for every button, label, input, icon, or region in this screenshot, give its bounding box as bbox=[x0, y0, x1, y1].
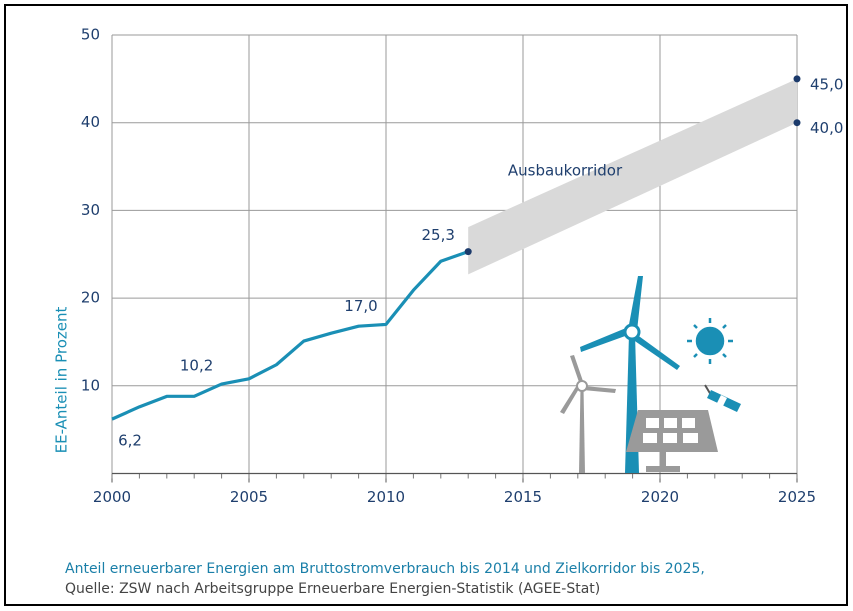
corridor-band bbox=[468, 78, 797, 275]
y-tick-label: 40 bbox=[81, 113, 100, 131]
value-label: 45,0 bbox=[810, 75, 843, 93]
y-axis-label: EE-Anteil in Prozent bbox=[53, 307, 71, 454]
x-tick-label: 2025 bbox=[778, 488, 816, 506]
x-tick-label: 2005 bbox=[230, 488, 268, 506]
energy-icons bbox=[560, 276, 741, 473]
value-label: 40,0 bbox=[810, 119, 843, 137]
end-point bbox=[464, 248, 472, 256]
x-tick-label: 2020 bbox=[641, 488, 679, 506]
y-tick-label: 20 bbox=[81, 289, 100, 307]
end-point bbox=[793, 75, 801, 83]
x-tick-label: 2015 bbox=[504, 488, 542, 506]
corridor-label: Ausbaukorridor bbox=[508, 162, 623, 180]
caption-line: Anteil erneuerbarer Energien am Bruttost… bbox=[65, 561, 705, 577]
windsock bbox=[704, 384, 741, 412]
solar-panel bbox=[626, 410, 718, 472]
small-turbine bbox=[560, 355, 616, 473]
y-tick-label: 50 bbox=[81, 26, 100, 44]
frame bbox=[4, 4, 848, 606]
value-label: 17,0 bbox=[344, 297, 377, 315]
caption-line: Quelle: ZSW nach Arbeitsgruppe Erneuerba… bbox=[65, 581, 600, 597]
sun bbox=[687, 318, 733, 364]
data-line bbox=[111, 250, 469, 421]
y-tick-label: 10 bbox=[81, 376, 100, 394]
value-label: 10,2 bbox=[180, 357, 213, 375]
end-point bbox=[793, 119, 801, 127]
value-label: 25,3 bbox=[421, 226, 454, 244]
x-tick-label: 2000 bbox=[93, 488, 131, 506]
y-tick-label: 30 bbox=[81, 201, 100, 219]
x-tick-label: 2010 bbox=[367, 488, 405, 506]
value-label: 6,2 bbox=[118, 432, 142, 450]
